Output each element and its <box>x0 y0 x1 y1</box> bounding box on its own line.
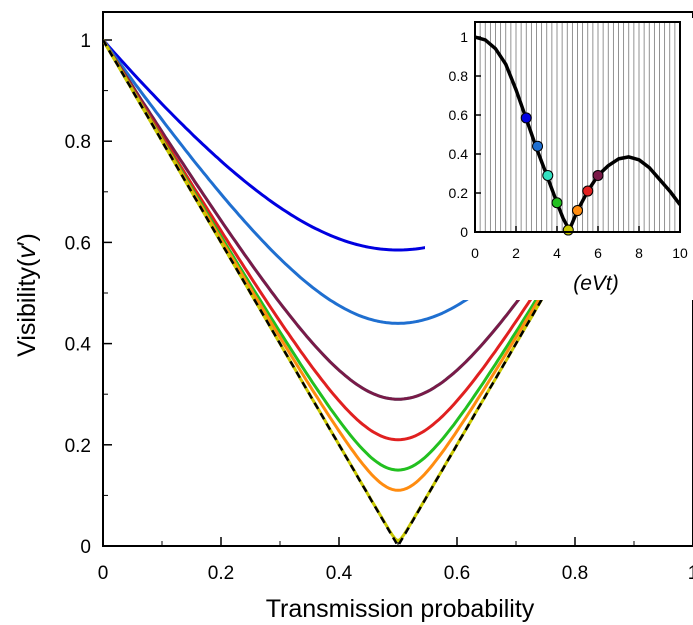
x-tick-label: 0.4 <box>326 563 353 584</box>
inset-marker <box>562 224 574 236</box>
y-axis-title-prime: ′ <box>13 241 41 246</box>
y-tick-label: 0.2 <box>65 436 91 457</box>
inset-marker <box>572 205 583 217</box>
inset-y-tick-label: 0.6 <box>449 107 469 123</box>
y-tick-label: 1 <box>80 31 91 52</box>
x-tick-label: 0.6 <box>444 563 470 584</box>
y-axis-title-symbol: v <box>13 245 41 259</box>
inset-x-axis-title: (eVt) <box>573 272 619 295</box>
inset-marker <box>582 185 594 197</box>
y-axis-title: Visibility(v′) <box>13 233 41 357</box>
inset-y-tick-label: 0.8 <box>449 68 469 84</box>
y-axis-title-close: ) <box>13 233 41 241</box>
inset-marker <box>520 112 532 124</box>
x-tick-label: 1 <box>688 563 693 584</box>
inset-x-tick-label: 8 <box>635 245 643 261</box>
y-tick-label: 0.8 <box>65 132 91 153</box>
inset-marker <box>592 169 604 181</box>
inset-x-tick-label: 4 <box>553 245 561 261</box>
inset-plot: 0 2 4 6 8 10 0 0.2 0.4 0.6 0.8 1 <box>425 18 693 300</box>
inset-y-tick-label: 0.4 <box>449 146 469 162</box>
y-tick-label: 0.6 <box>65 233 91 254</box>
inset-marker <box>551 197 563 209</box>
inset-marker <box>542 169 554 181</box>
inset-x-tick-label: 6 <box>594 245 602 261</box>
inset-y-tick-label: 0 <box>460 224 468 240</box>
inset-x-tick-label: 10 <box>672 245 688 261</box>
x-tick-label: 0.2 <box>208 563 234 584</box>
y-axis-title-text: Visibility( <box>13 258 41 357</box>
x-tick-label: 0 <box>98 563 109 584</box>
inset-y-tick-label: 1 <box>460 29 468 45</box>
inset-curve <box>475 35 680 232</box>
inset-y-tick-label: 0.2 <box>449 185 469 201</box>
y-tick-label: 0 <box>80 537 91 558</box>
x-tick-label: 0.8 <box>562 563 588 584</box>
inset-x-tick-label: 2 <box>512 245 520 261</box>
y-tick-label: 0.4 <box>65 335 92 356</box>
x-axis-title: Transmission probability <box>266 595 535 623</box>
inset-marker <box>532 140 544 152</box>
inset-x-tick-label: 0 <box>471 245 479 261</box>
inset-frame <box>474 21 681 233</box>
